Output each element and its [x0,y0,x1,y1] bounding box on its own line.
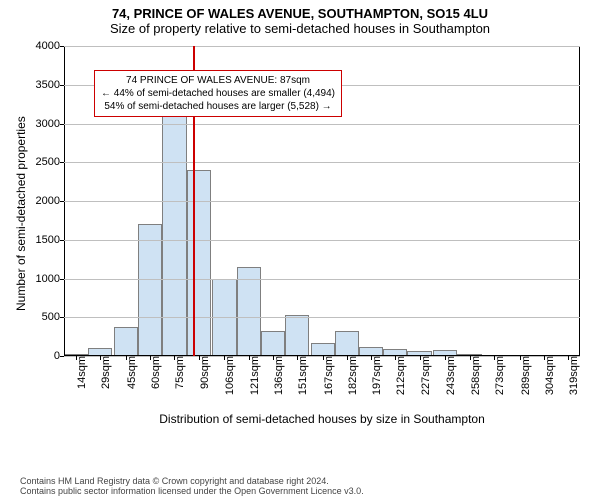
histogram-bar [311,343,335,356]
histogram-bar [162,112,186,356]
gridline [64,279,580,280]
xtick-mark [544,356,545,360]
gridline [64,124,580,125]
ytick-mark [60,201,64,202]
xtick-label: 243sqm [441,356,457,395]
y-axis-label: Number of semi-detached properties [14,116,28,311]
histogram-bar [237,267,261,356]
xtick-mark [273,356,274,360]
xtick-label: 182sqm [343,356,359,395]
annotation-line-2: ← 44% of semi-detached houses are smalle… [101,87,335,100]
xtick-label: 212sqm [391,356,407,395]
xtick-label: 258sqm [466,356,482,395]
xtick-mark [323,356,324,360]
ytick-mark [60,124,64,125]
footer-line-1: Contains HM Land Registry data © Crown c… [20,476,600,486]
chart-container: 0500100015002000250030003500400014sqm29s… [0,42,600,442]
xtick-label: 14sqm [72,356,88,389]
gridline [64,317,580,318]
xtick-label: 136sqm [269,356,285,395]
xtick-mark [224,356,225,360]
ytick-mark [60,85,64,86]
ytick-mark [60,317,64,318]
xtick-mark [420,356,421,360]
xtick-label: 289sqm [516,356,532,395]
xtick-mark [174,356,175,360]
histogram-bar [285,315,309,356]
footer: Contains HM Land Registry data © Crown c… [0,476,600,496]
xtick-mark [150,356,151,360]
gridline [64,201,580,202]
histogram-bar [261,331,285,356]
xtick-mark [199,356,200,360]
xtick-mark [568,356,569,360]
footer-line-2: Contains public sector information licen… [20,486,600,496]
xtick-label: 60sqm [146,356,162,389]
xtick-label: 319sqm [564,356,580,395]
xtick-mark [126,356,127,360]
histogram-bar [88,348,112,356]
xtick-mark [395,356,396,360]
chart-title: 74, PRINCE OF WALES AVENUE, SOUTHAMPTON,… [0,0,600,21]
annotation-box: 74 PRINCE OF WALES AVENUE: 87sqm ← 44% o… [94,70,342,117]
gridline [64,162,580,163]
xtick-label: 304sqm [540,356,556,395]
xtick-label: 273sqm [490,356,506,395]
xtick-label: 90sqm [195,356,211,389]
gridline [64,46,580,47]
xtick-label: 121sqm [245,356,261,395]
xtick-mark [494,356,495,360]
ytick-mark [60,279,64,280]
chart-subtitle: Size of property relative to semi-detach… [0,21,600,38]
histogram-bar [138,224,162,356]
xtick-label: 29sqm [96,356,112,389]
ytick-mark [60,162,64,163]
ytick-mark [60,240,64,241]
xtick-label: 45sqm [122,356,138,389]
xtick-label: 197sqm [367,356,383,395]
xtick-mark [297,356,298,360]
histogram-bar [383,349,407,356]
xtick-mark [249,356,250,360]
xtick-mark [371,356,372,360]
xtick-label: 227sqm [416,356,432,395]
xtick-label: 75sqm [170,356,186,389]
xtick-mark [347,356,348,360]
histogram-bar [187,170,211,356]
ytick-mark [60,46,64,47]
xtick-label: 106sqm [220,356,236,395]
xtick-mark [76,356,77,360]
annotation-line-3: 54% of semi-detached houses are larger (… [101,100,335,113]
xtick-mark [100,356,101,360]
xtick-mark [520,356,521,360]
histogram-bar [335,331,359,356]
ytick-mark [60,356,64,357]
x-axis-label: Distribution of semi-detached houses by … [64,412,580,426]
gridline [64,240,580,241]
histogram-bar [359,347,383,356]
xtick-mark [470,356,471,360]
xtick-mark [445,356,446,360]
histogram-bar [114,327,138,356]
xtick-label: 151sqm [293,356,309,395]
xtick-label: 167sqm [319,356,335,395]
annotation-line-1: 74 PRINCE OF WALES AVENUE: 87sqm [101,74,335,87]
